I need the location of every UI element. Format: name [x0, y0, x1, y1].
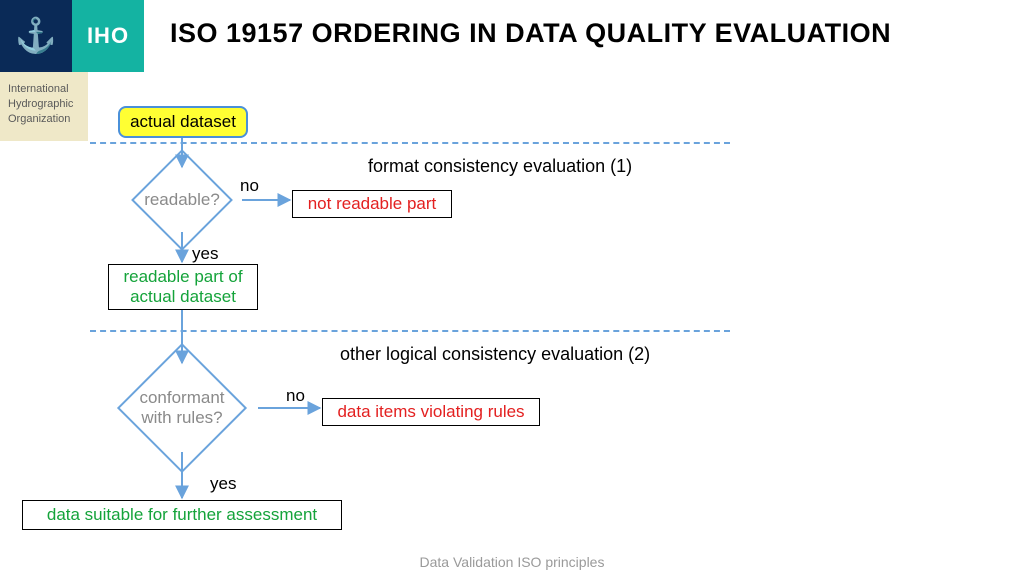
section-caption: format consistency evaluation (1) [368, 156, 632, 177]
section-divider [90, 330, 730, 332]
node-suitable: data suitable for further assessment [22, 500, 342, 530]
node-label: actual dataset [130, 112, 236, 132]
brand-iho-tile: IHO [72, 0, 144, 72]
org-line: Organization [8, 112, 80, 127]
decision-conformant: conformant with rules? [122, 364, 242, 452]
decision-readable: readable? [136, 168, 228, 232]
brand-logo-tile: ⚓ [0, 0, 72, 72]
node-label: data suitable for further assessment [47, 505, 317, 525]
edge-label-yes: yes [210, 474, 236, 494]
node-label: readable part of actual dataset [123, 267, 242, 307]
edge-label-no: no [286, 386, 305, 406]
decision-label: conformant with rules? [122, 364, 242, 452]
node-label: not readable part [308, 194, 437, 214]
node-readable-part: readable part of actual dataset [108, 264, 258, 310]
section-divider [90, 142, 730, 144]
anchor-emblem-icon: ⚓ [15, 19, 57, 53]
node-violating-rules: data items violating rules [322, 398, 540, 426]
slide-footer: Data Validation ISO principles [0, 554, 1024, 570]
slide-stage: ⚓ IHO International Hydrographic Organiz… [0, 0, 1024, 576]
slide-title: ISO 19157 ORDERING IN DATA QUALITY EVALU… [170, 18, 891, 49]
section-caption: other logical consistency evaluation (2) [340, 344, 650, 365]
node-label: data items violating rules [337, 402, 524, 422]
org-line: International [8, 82, 80, 97]
brand-iho-text: IHO [87, 23, 129, 49]
edge-label-yes: yes [192, 244, 218, 264]
brand-org-name: International Hydrographic Organization [0, 72, 88, 141]
edge-label-no: no [240, 176, 259, 196]
decision-label: readable? [136, 168, 228, 232]
node-not-readable: not readable part [292, 190, 452, 218]
node-actual-dataset: actual dataset [118, 106, 248, 138]
org-line: Hydrographic [8, 97, 80, 112]
